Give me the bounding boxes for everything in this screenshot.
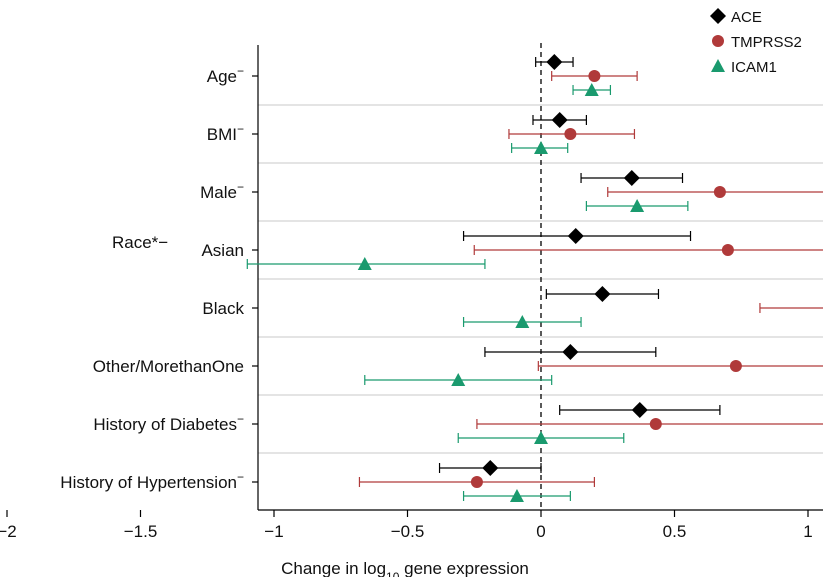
data-point-icam1 xyxy=(462,315,582,328)
legend: ACE TMPRSS2 ICAM1 xyxy=(710,8,802,76)
data-point-icam1 xyxy=(511,141,569,154)
triangle-marker xyxy=(357,257,372,270)
data-point-icam1 xyxy=(457,431,625,444)
data-point-tmprss2 xyxy=(607,186,823,198)
category-group-label: Race*− xyxy=(112,233,168,252)
diamond-marker xyxy=(594,286,611,302)
legend-item-tmprss2: TMPRSS2 xyxy=(712,34,802,51)
data-point-ace xyxy=(545,286,660,302)
diamond-marker xyxy=(567,228,584,244)
data-point-ace xyxy=(462,228,692,244)
data-point-ace xyxy=(559,402,721,418)
x-tick-label: −1 xyxy=(264,522,283,541)
legend-label: ICAM1 xyxy=(731,59,777,76)
data-point-ace xyxy=(532,112,587,128)
data-point-tmprss2 xyxy=(551,70,638,82)
category-label: Asian xyxy=(201,241,244,260)
x-tick-label: −2 xyxy=(0,522,17,541)
category-label: Other/MorethanOne xyxy=(93,357,244,376)
triangle-marker xyxy=(630,199,645,212)
diamond-marker xyxy=(551,112,568,128)
axes: −2−1.5−1−0.500.511.52 xyxy=(0,45,823,541)
circle-marker xyxy=(470,476,483,488)
data-point-icam1 xyxy=(585,199,689,212)
data-point-icam1 xyxy=(364,373,553,386)
triangle-marker xyxy=(534,431,548,444)
legend-label: ACE xyxy=(731,9,762,26)
circle-marker xyxy=(564,128,577,140)
triangle-marker xyxy=(534,141,548,154)
diamond-marker xyxy=(546,54,563,70)
x-tick-label: 1 xyxy=(803,522,812,541)
x-tick-label: 0.5 xyxy=(663,522,687,541)
data-point-tmprss2 xyxy=(537,360,823,372)
category-label: BMI− xyxy=(207,122,244,144)
circle-marker xyxy=(729,360,742,372)
data-point-ace xyxy=(484,344,657,360)
x-axis-label-sub: 10 xyxy=(386,570,400,577)
data-point-icam1 xyxy=(462,489,571,502)
x-axis-label-suffix: gene expression xyxy=(399,559,528,577)
x-tick-label: −0.5 xyxy=(391,522,425,541)
circle-marker xyxy=(649,418,662,430)
category-label: Age− xyxy=(207,64,244,86)
x-axis-label: Change in log10 gene expression xyxy=(281,559,529,577)
x-tick-label: −1.5 xyxy=(124,522,158,541)
diamond-marker xyxy=(631,402,648,418)
data-point-ace xyxy=(438,460,542,476)
data-point-tmprss2 xyxy=(508,128,636,140)
legend-item-ace: ACE xyxy=(710,8,762,26)
data-point-ace xyxy=(535,54,574,70)
data-marks xyxy=(246,54,823,502)
legend-triangle-marker xyxy=(711,59,725,72)
data-point-tmprss2 xyxy=(759,303,823,313)
legend-label: TMPRSS2 xyxy=(731,34,802,51)
data-point-tmprss2 xyxy=(476,418,823,430)
triangle-marker xyxy=(451,373,466,386)
category-label: Male− xyxy=(200,180,244,202)
data-point-icam1 xyxy=(246,257,486,270)
circle-marker xyxy=(588,70,601,82)
data-point-tmprss2 xyxy=(473,244,823,256)
data-point-ace xyxy=(580,170,684,186)
diamond-marker xyxy=(623,170,640,186)
legend-circle-marker xyxy=(712,35,724,47)
triangle-marker xyxy=(509,489,524,502)
category-label: History of Hypertension− xyxy=(60,470,244,492)
data-point-tmprss2 xyxy=(358,476,596,488)
category-label: Black xyxy=(202,299,244,318)
x-tick-label: 0 xyxy=(536,522,545,541)
circle-marker xyxy=(721,244,734,256)
data-point-icam1 xyxy=(572,83,612,96)
category-label: History of Diabetes− xyxy=(93,412,244,434)
x-axis-label-prefix: Change in log xyxy=(281,559,386,577)
legend-diamond-marker xyxy=(710,8,726,24)
triangle-marker xyxy=(515,315,530,328)
legend-item-icam1: ICAM1 xyxy=(711,59,777,76)
diamond-marker xyxy=(562,344,579,360)
category-labels: Age− BMI− Male− Race*− Asian Black Other/Moret… xyxy=(60,64,244,492)
triangle-marker xyxy=(584,83,599,96)
circle-marker xyxy=(713,186,726,198)
diamond-marker xyxy=(482,460,499,476)
